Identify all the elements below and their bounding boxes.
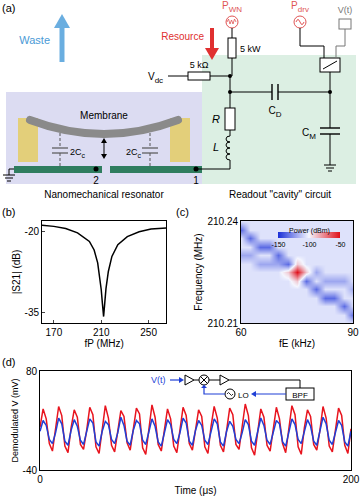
svg-text:Resource: Resource [161,31,204,42]
svg-text:Nanomechanical resonator: Nanomechanical resonator [44,189,164,200]
svg-text:V(t): V(t) [151,375,166,385]
svg-text:2Cc: 2Cc [70,147,86,159]
svg-text:PWN: PWN [222,0,242,14]
svg-text:Power (dBm): Power (dBm) [289,227,330,235]
svg-text:0: 0 [37,474,43,485]
svg-text:Waste: Waste [19,34,50,46]
svg-text:L: L [213,141,219,153]
svg-text:210: 210 [93,327,110,338]
svg-text:2: 2 [93,175,99,186]
svg-text:210.24: 210.24 [207,216,238,227]
svg-text:250: 250 [140,327,157,338]
svg-text:80: 80 [26,366,38,377]
svg-text:5 kΩ: 5 kΩ [190,60,209,70]
svg-text:1: 1 [193,175,199,186]
svg-text:Vdc: Vdc [148,71,163,85]
svg-text:2Cc: 2Cc [126,147,142,159]
svg-text:-150: -150 [271,241,285,248]
svg-text:BPF: BPF [292,391,308,400]
svg-text:fE (kHz): fE (kHz) [279,338,315,349]
svg-text:CD: CD [268,105,281,119]
svg-text:-50: -50 [335,241,345,248]
svg-text:210.21: 210.21 [207,318,238,329]
svg-text:|S21| (dB): |S21| (dB) [11,250,22,295]
svg-text:LO: LO [238,391,249,400]
svg-text:Demodulated V (mV): Demodulated V (mV) [10,378,20,462]
svg-text:5 kW: 5 kW [240,44,261,54]
svg-text:Membrane: Membrane [80,110,128,121]
svg-text:CM: CM [302,127,316,141]
html-text:(b): (b) [2,206,16,218]
svg-text:-35: -35 [25,307,40,318]
html-text:(c): (c) [176,206,189,218]
svg-text:170: 170 [46,327,63,338]
svg-text:-20: -20 [25,226,40,237]
svg-text:-100: -100 [302,241,316,248]
svg-text:V(t): V(t) [338,5,353,15]
svg-text:Readout "cavity" circuit: Readout "cavity" circuit [229,189,331,200]
svg-text:90: 90 [347,327,359,338]
svg-text:60: 60 [235,327,247,338]
svg-text:Frequency (MHz): Frequency (MHz) [193,233,204,310]
svg-text:(a): (a) [2,2,15,14]
svg-text:fP (MHz): fP (MHz) [85,338,124,349]
svg-text:-40: -40 [23,465,38,476]
svg-text:R: R [212,113,220,125]
svg-text:Pdrv: Pdrv [291,0,309,14]
svg-text:200: 200 [343,474,360,485]
svg-text:Time (μs): Time (μs) [174,485,216,496]
html-text:(d): (d) [2,356,16,368]
